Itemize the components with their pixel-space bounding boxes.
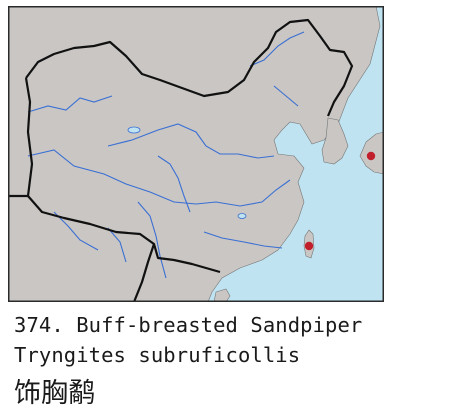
hainan [213, 288, 231, 302]
lakes [127, 126, 247, 219]
species-heading: 374. Buff-breasted Sandpiper [14, 313, 363, 337]
scientific-name: Tryngites subruficollis [14, 343, 301, 367]
borders [8, 18, 354, 302]
chinese-name: 饰胸鹬 [14, 378, 95, 409]
record-dot-japan [366, 151, 376, 161]
distribution-map [8, 6, 384, 302]
rivers [27, 31, 305, 279]
map-frame [8, 6, 384, 302]
korea [321, 117, 349, 165]
record-dot-taiwan [304, 241, 314, 251]
